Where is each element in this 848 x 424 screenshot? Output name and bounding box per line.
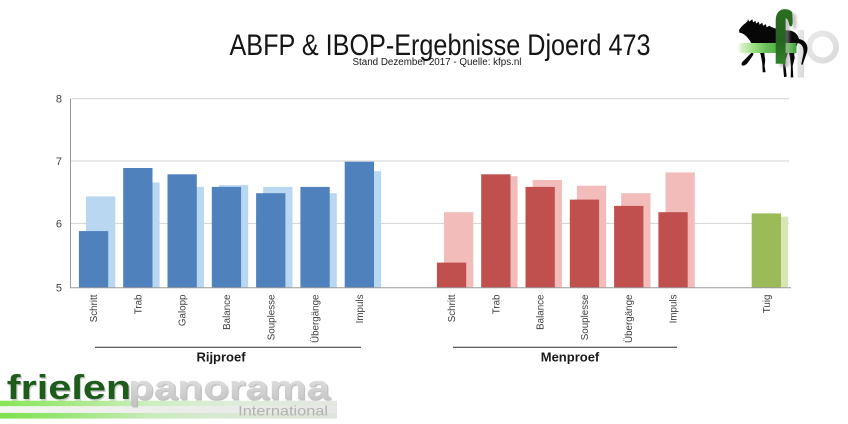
svg-text:Galopp: Galopp xyxy=(178,294,189,326)
svg-text:Souplesse: Souplesse xyxy=(266,294,277,340)
svg-text:frieſen: frieſen xyxy=(8,371,132,409)
svg-text:Impuls: Impuls xyxy=(355,294,366,323)
svg-text:frieſen: frieſen xyxy=(7,369,131,407)
svg-text:Trab: Trab xyxy=(133,294,144,314)
svg-text:Trab: Trab xyxy=(491,294,502,314)
svg-text:7: 7 xyxy=(56,156,62,168)
svg-text:ABFP & IBOP-Ergebnisse Djoerd: ABFP & IBOP-Ergebnisse Djoerd 473 xyxy=(230,29,651,62)
svg-text:panorama: panorama xyxy=(128,369,331,407)
svg-text:Übergänge: Übergänge xyxy=(311,294,322,343)
svg-text:Balance: Balance xyxy=(536,294,547,330)
svg-text:Schritt: Schritt xyxy=(447,294,458,322)
svg-text:International: International xyxy=(238,404,328,419)
svg-text:Stand Dezember 2017 - Quelle:: Stand Dezember 2017 - Quelle: kfps.nl xyxy=(353,57,522,68)
svg-text:Schritt: Schritt xyxy=(89,294,100,322)
svg-text:5: 5 xyxy=(56,283,62,295)
svg-text:Übergänge: Übergänge xyxy=(624,294,635,343)
svg-text:Menproef: Menproef xyxy=(541,350,600,365)
svg-text:Souplesse: Souplesse xyxy=(580,294,591,340)
svg-text:8: 8 xyxy=(56,94,62,106)
svg-text:Rijproef: Rijproef xyxy=(196,350,246,365)
svg-text:panorama: panorama xyxy=(129,370,332,408)
svg-text:6: 6 xyxy=(56,218,62,230)
svg-text:Impuls: Impuls xyxy=(669,294,680,323)
svg-text:Balance: Balance xyxy=(222,294,233,330)
svg-text:Tuig: Tuig xyxy=(762,295,773,314)
